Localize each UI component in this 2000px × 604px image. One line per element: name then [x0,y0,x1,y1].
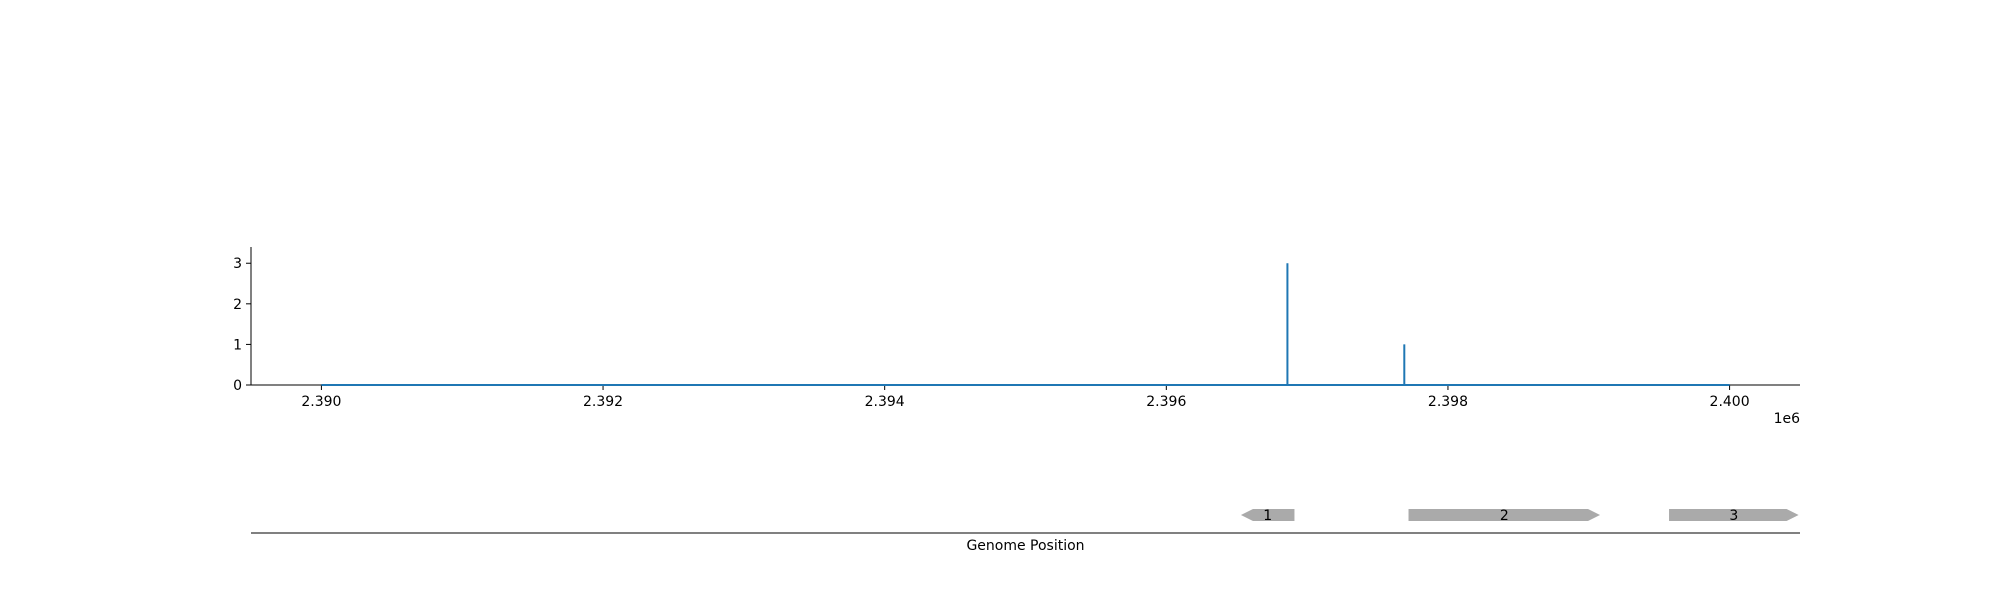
x-offset-text: 1e6 [1774,411,1801,427]
x-tick-label: 2.394 [865,394,905,410]
x-tick-label: 2.390 [301,394,341,410]
gene-feature-label: 2 [1500,508,1509,524]
y-tick-label: 0 [233,378,242,394]
gene-feature-label: 3 [1729,508,1738,524]
coverage-series-line [321,263,1729,385]
coverage-plot: 0 1 2 3 2.390 2.392 2.394 2.396 2.398 2.400 [233,247,1800,410]
x-tick-label: 2.392 [583,394,623,410]
y-tick-label: 3 [233,256,242,272]
y-tick-label: 1 [233,337,242,353]
y-tick-label: 2 [233,297,242,313]
gene-track: 1 2 3 [251,508,1800,533]
gene-track-x-axis-label: Genome Position [966,538,1084,554]
x-tick-label: 2.400 [1710,394,1750,410]
x-tick-label: 2.396 [1146,394,1186,410]
x-tick-label: 2.398 [1428,394,1468,410]
gene-feature-label: 1 [1263,508,1272,524]
